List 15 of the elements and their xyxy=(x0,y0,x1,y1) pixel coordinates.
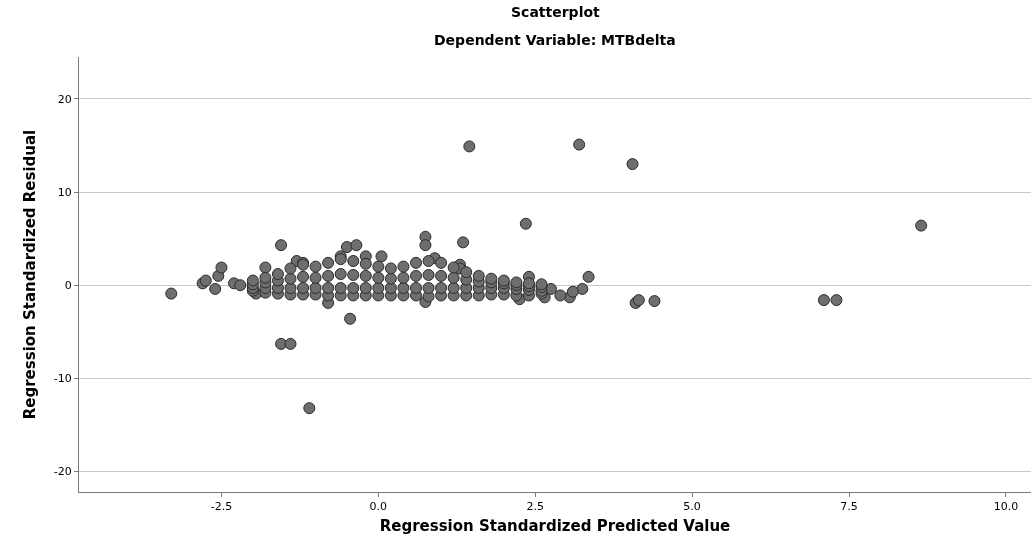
x-tick-label: 7.5 xyxy=(840,500,858,514)
x-tick-label: 2.5 xyxy=(526,500,544,514)
x-tick-label: 5.0 xyxy=(683,500,701,514)
x-tick-label: 0.0 xyxy=(369,500,388,514)
y-tick-label: -20 xyxy=(53,465,72,479)
y-tick-label: 0 xyxy=(64,279,72,293)
y-axis-title: Regression Standardized Residual xyxy=(21,129,40,420)
x-tick-label: 10.0 xyxy=(993,500,1019,514)
y-tick-label: 20 xyxy=(57,92,72,106)
chart-title: Scatterplot xyxy=(511,4,601,20)
y-tick-label: 10 xyxy=(57,185,72,199)
x-axis-title: Regression Standardized Predicted Value xyxy=(379,517,731,536)
y-tick-label: -10 xyxy=(53,372,72,386)
chart-subtitle: Dependent Variable: MTBdelta xyxy=(434,32,676,48)
x-tick-label: -2.5 xyxy=(210,500,233,514)
